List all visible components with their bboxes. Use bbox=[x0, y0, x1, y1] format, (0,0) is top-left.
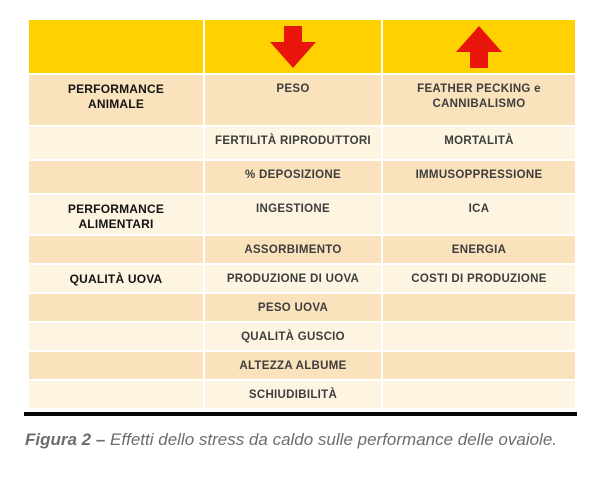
category-cell bbox=[27, 321, 205, 352]
arrow-up-icon bbox=[456, 25, 502, 68]
category-cell: QUALITÀ UOVA bbox=[27, 263, 205, 294]
decrease-item-cell: PRODUZIONE DI UOVA bbox=[203, 263, 383, 294]
table-row: PERFORMANCE ALIMENTARI INGESTIONE ICA bbox=[27, 193, 577, 236]
header-decrease-cell bbox=[203, 18, 383, 75]
table-row: PERFORMANCE ANIMALE PESO FEATHER PECKING… bbox=[27, 73, 577, 127]
heat-stress-effects-table: PERFORMANCE ANIMALE PESO FEATHER PECKING… bbox=[27, 18, 577, 410]
decrease-item-cell: % DEPOSIZIONE bbox=[203, 159, 383, 195]
table-row: PESO UOVA bbox=[27, 292, 577, 323]
decrease-item-cell: PESO bbox=[203, 73, 383, 127]
increase-item-cell: COSTI DI PRODUZIONE bbox=[381, 263, 577, 294]
figure-page: PERFORMANCE ANIMALE PESO FEATHER PECKING… bbox=[24, 18, 577, 451]
increase-item-cell bbox=[381, 292, 577, 323]
table-row: ASSORBIMENTO ENERGIA bbox=[27, 234, 577, 265]
increase-item-cell bbox=[381, 350, 577, 381]
category-cell bbox=[27, 125, 205, 161]
decrease-item-cell: FERTILITÀ RIPRODUTTORI bbox=[203, 125, 383, 161]
table-header-row bbox=[27, 18, 577, 75]
increase-item-cell bbox=[381, 321, 577, 352]
increase-item-cell: FEATHER PECKING e CANNIBALISMO bbox=[381, 73, 577, 127]
decrease-item-cell: SCHIUDIBILITÀ bbox=[203, 379, 383, 410]
header-category-cell bbox=[27, 18, 205, 75]
figure-caption: Figura 2 – Effetti dello stress da caldo… bbox=[25, 429, 570, 451]
decrease-item-cell: PESO UOVA bbox=[203, 292, 383, 323]
table-row: ALTEZZA ALBUME bbox=[27, 350, 577, 381]
figure-caption-label: Figura 2 – bbox=[25, 430, 106, 449]
category-cell bbox=[27, 350, 205, 381]
decrease-item-cell: INGESTIONE bbox=[203, 193, 383, 236]
category-cell bbox=[27, 159, 205, 195]
table-row: SCHIUDIBILITÀ bbox=[27, 379, 577, 410]
table-row: % DEPOSIZIONE IMMUSOPPRESSIONE bbox=[27, 159, 577, 195]
table-row: QUALITÀ UOVA PRODUZIONE DI UOVA COSTI DI… bbox=[27, 263, 577, 294]
decrease-item-cell: ASSORBIMENTO bbox=[203, 234, 383, 265]
figure-caption-text: Effetti dello stress da caldo sulle perf… bbox=[110, 430, 558, 449]
increase-item-cell: ENERGIA bbox=[381, 234, 577, 265]
increase-item-cell: MORTALITÀ bbox=[381, 125, 577, 161]
category-cell bbox=[27, 234, 205, 265]
category-cell bbox=[27, 379, 205, 410]
category-cell bbox=[27, 292, 205, 323]
table-row: FERTILITÀ RIPRODUTTORI MORTALITÀ bbox=[27, 125, 577, 161]
category-cell: PERFORMANCE ALIMENTARI bbox=[27, 193, 205, 236]
category-cell: PERFORMANCE ANIMALE bbox=[27, 73, 205, 127]
arrow-down-icon bbox=[270, 25, 316, 68]
increase-item-cell: IMMUSOPPRESSIONE bbox=[381, 159, 577, 195]
header-increase-cell bbox=[381, 18, 577, 75]
increase-item-cell bbox=[381, 379, 577, 410]
table-row: QUALITÀ GUSCIO bbox=[27, 321, 577, 352]
decrease-item-cell: ALTEZZA ALBUME bbox=[203, 350, 383, 381]
increase-item-cell: ICA bbox=[381, 193, 577, 236]
decrease-item-cell: QUALITÀ GUSCIO bbox=[203, 321, 383, 352]
divider-line bbox=[24, 412, 577, 416]
